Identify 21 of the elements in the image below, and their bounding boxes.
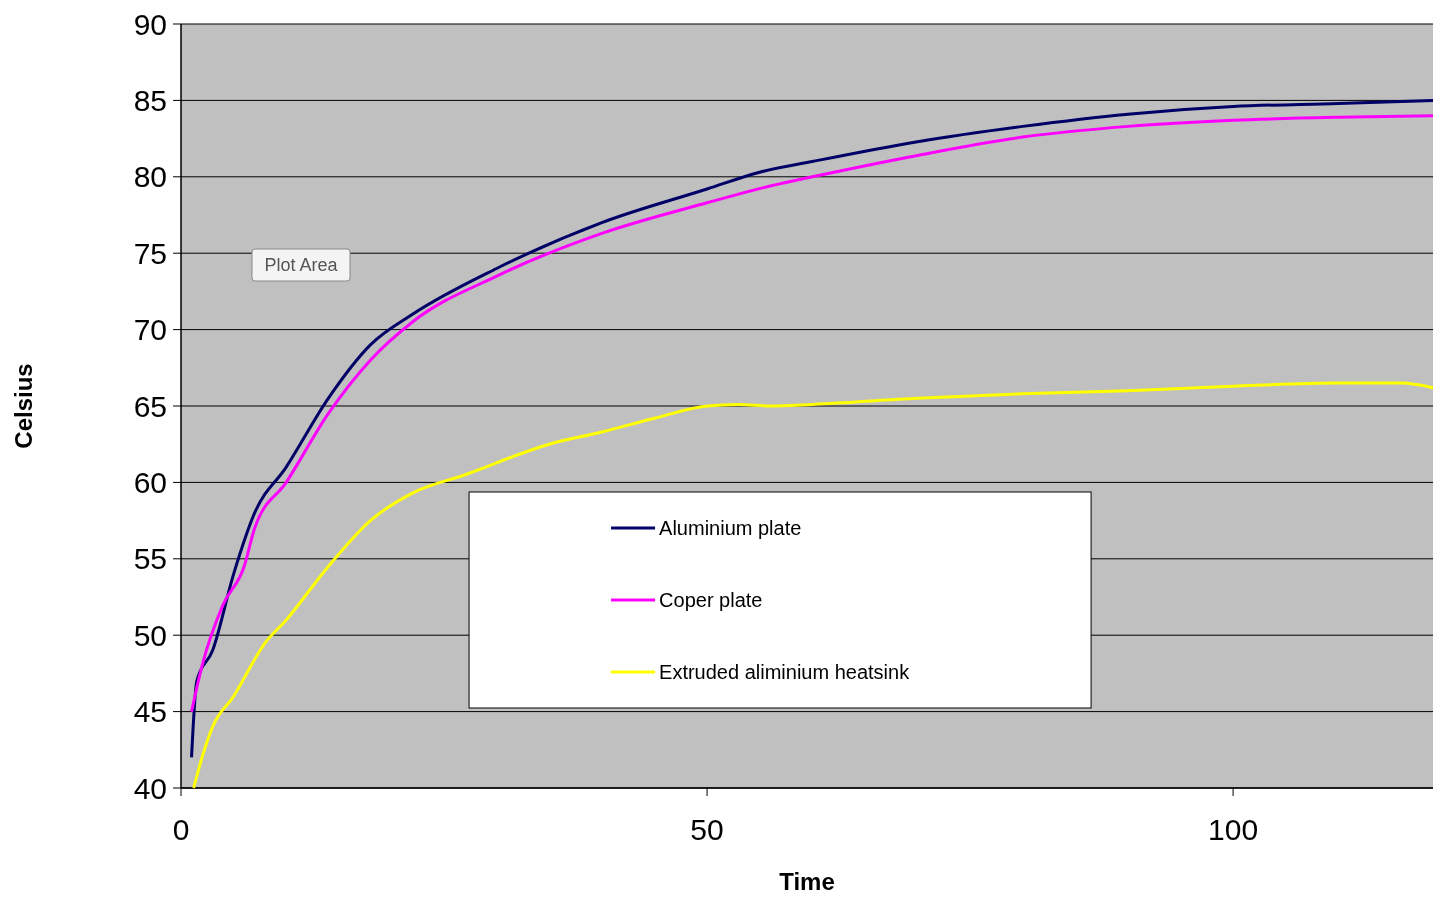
y-tick-label: 70 (133, 313, 167, 347)
y-tick-label: 65 (133, 389, 167, 423)
x-axis-title: Time (779, 868, 835, 895)
y-tick-label: 90 (133, 7, 167, 41)
y-tick-label: 85 (133, 83, 167, 117)
legend-label: Aluminium plate (659, 517, 802, 539)
y-tick-label: 75 (133, 236, 167, 270)
y-tick-label: 60 (133, 465, 167, 499)
legend-label: Extruded aliminium heatsink (659, 661, 911, 683)
x-tick-label: 50 (690, 813, 724, 846)
x-tick-label: 100 (1208, 813, 1259, 846)
y-tick-label: 45 (133, 695, 167, 729)
legend-label: Coper plate (659, 589, 763, 611)
y-tick-label: 55 (133, 542, 167, 576)
y-tick-label: 40 (133, 771, 167, 805)
y-axis-title: Celsius (10, 363, 37, 449)
x-tick-label: 0 (172, 813, 190, 846)
y-tick-label: 50 (133, 618, 167, 652)
y-tick-label: 80 (133, 160, 167, 194)
line-series (192, 381, 1433, 790)
annotation: Plot Area (264, 255, 339, 276)
